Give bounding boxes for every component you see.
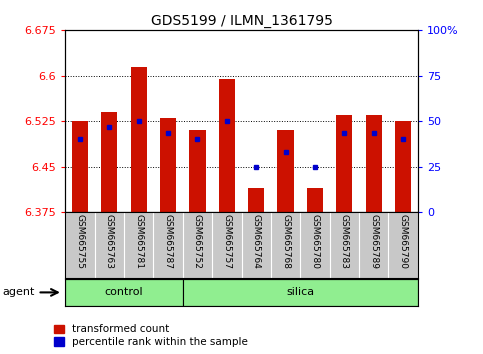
Text: GSM665768: GSM665768: [281, 215, 290, 269]
Text: control: control: [105, 287, 143, 297]
Text: silica: silica: [286, 287, 314, 297]
Bar: [189, 130, 205, 212]
Text: agent: agent: [2, 287, 35, 297]
Bar: [160, 118, 176, 212]
Text: GSM665763: GSM665763: [105, 215, 114, 269]
Bar: [395, 121, 411, 212]
Text: GSM665755: GSM665755: [75, 215, 85, 269]
Text: GSM665789: GSM665789: [369, 215, 378, 269]
Text: GSM665790: GSM665790: [398, 215, 408, 269]
Legend: transformed count, percentile rank within the sample: transformed count, percentile rank withi…: [54, 324, 248, 347]
Bar: [65, 279, 183, 306]
Text: GSM665787: GSM665787: [164, 215, 172, 269]
Text: GSM665752: GSM665752: [193, 215, 202, 269]
Text: GSM665780: GSM665780: [311, 215, 319, 269]
Bar: [336, 115, 353, 212]
Bar: [101, 112, 117, 212]
Text: GSM665781: GSM665781: [134, 215, 143, 269]
Bar: [219, 79, 235, 212]
Bar: [366, 115, 382, 212]
Bar: [130, 67, 147, 212]
Bar: [183, 279, 418, 306]
Bar: [278, 130, 294, 212]
Text: GSM665757: GSM665757: [222, 215, 231, 269]
Bar: [307, 188, 323, 212]
Text: GDS5199 / ILMN_1361795: GDS5199 / ILMN_1361795: [151, 14, 332, 28]
Text: GSM665764: GSM665764: [252, 215, 261, 269]
Bar: [248, 188, 264, 212]
Bar: [72, 121, 88, 212]
Text: GSM665783: GSM665783: [340, 215, 349, 269]
